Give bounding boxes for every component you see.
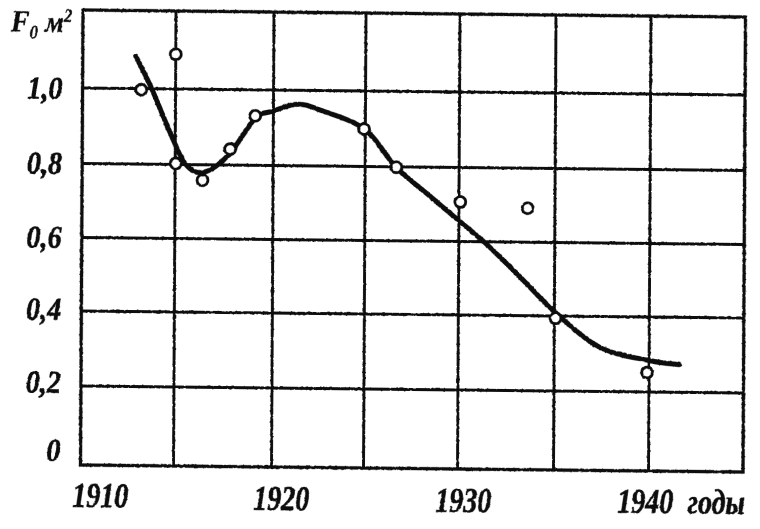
y-tick-label-0.4: 0,4 — [26, 290, 62, 327]
grid-line-y-0.6 — [81, 236, 745, 246]
y-tick-label-0.8: 0,8 — [26, 144, 63, 181]
data-point-4 — [195, 173, 210, 188]
data-point-10 — [520, 201, 535, 216]
grid-line-y-0.8 — [82, 162, 745, 172]
data-point-2 — [168, 47, 183, 62]
x-tick-label-1930: 1930 — [435, 480, 492, 521]
grid-line-y-0.4 — [81, 309, 744, 320]
data-point-3 — [168, 156, 183, 171]
data-point-8 — [389, 160, 404, 175]
data-point-9 — [453, 195, 468, 209]
data-point-1 — [134, 82, 148, 97]
x-tick-label-1910: 1910 — [72, 475, 129, 516]
y-axis-title-superscript: 2 — [63, 5, 73, 27]
y-axis-title-unit: м — [45, 5, 64, 39]
data-point-7 — [357, 122, 371, 136]
data-point-6 — [248, 109, 263, 123]
y-tick-label-1.0: 1,0 — [27, 69, 63, 106]
y-axis-title-symbol: F — [10, 3, 30, 39]
y-tick-label-0: 0 — [46, 431, 61, 468]
data-point-11 — [548, 311, 563, 326]
x-tick-label-1920: 1920 — [253, 478, 310, 519]
y-tick-label-0.6: 0,6 — [26, 218, 62, 255]
x-axis-title: годы — [687, 482, 746, 523]
plot-frame — [78, 8, 748, 474]
grid-line-y-1 — [82, 86, 746, 97]
y-tick-label-0.2: 0,2 — [25, 363, 62, 400]
data-point-5 — [223, 142, 237, 156]
data-point-12 — [640, 365, 654, 380]
y-axis-title-subscript: 0 — [29, 22, 39, 44]
grid-line-y-0.2 — [80, 384, 744, 395]
y-axis-title: F0 м2 — [10, 3, 73, 44]
trend-curve — [133, 53, 682, 368]
